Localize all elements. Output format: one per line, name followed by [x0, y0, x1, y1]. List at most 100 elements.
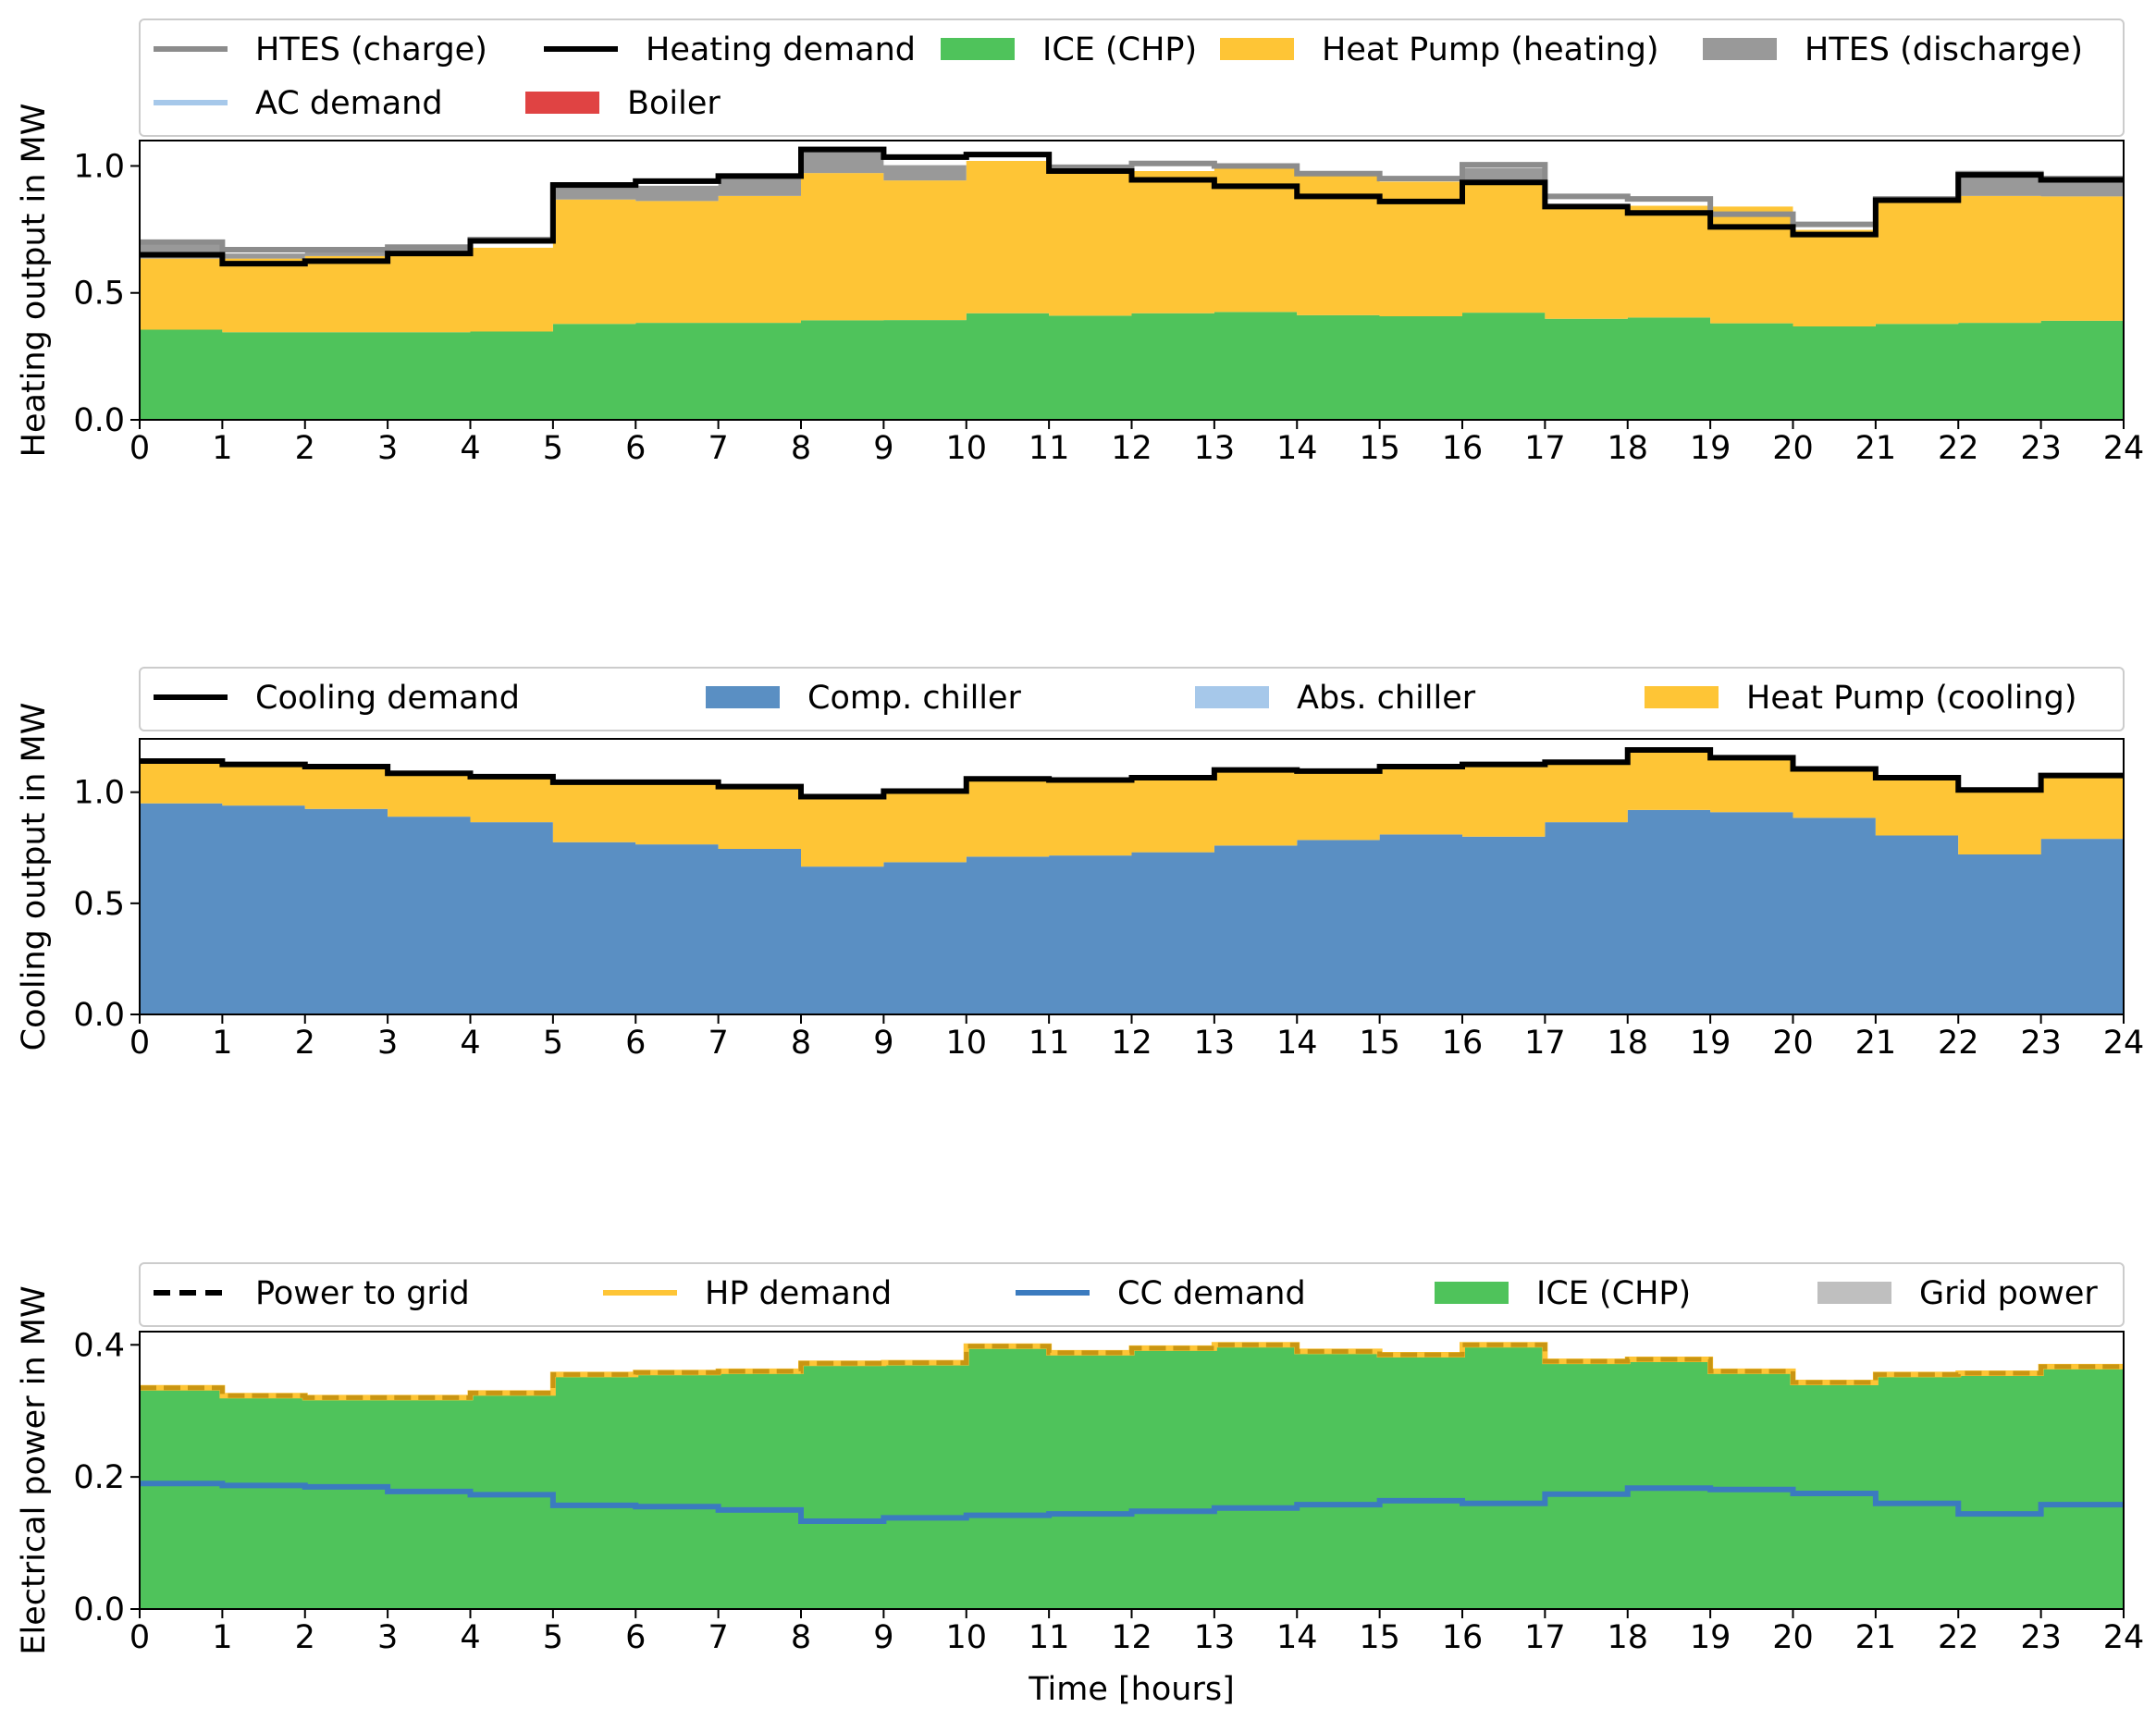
legend-box [139, 667, 2125, 731]
legend-item-cooling-demand: Cooling demand [154, 680, 520, 717]
x-tick-label: 19 [1690, 1025, 1731, 1062]
x-tick-label: 4 [460, 430, 480, 467]
x-tick-label: 16 [1442, 1619, 1484, 1656]
x-tick-label: 3 [377, 430, 398, 467]
legend-item-heat-pump-heating: Heat Pump (heating) [1220, 31, 1659, 68]
legend-swatch [1703, 38, 1777, 60]
x-tick-label: 24 [2103, 430, 2145, 467]
legend-item-power-to-grid: Power to grid [154, 1275, 470, 1312]
legend-label: Grid power [1919, 1275, 2098, 1312]
legend-label: Heat Pump (cooling) [1746, 680, 2077, 717]
x-tick-label: 18 [1607, 1619, 1648, 1656]
y-tick-label: 1.0 [73, 775, 125, 812]
area-comp-chiller [140, 803, 2124, 1014]
x-tick-label: 11 [1029, 1025, 1070, 1062]
x-tick-label: 2 [295, 1619, 315, 1656]
legend: HTES (charge) Heating demand ICE (CHP) Heat… [139, 18, 2125, 137]
x-tick-label: 7 [708, 430, 728, 467]
legend-label: HP demand [705, 1275, 892, 1312]
x-tick-label: 22 [1938, 1025, 1979, 1062]
x-tick-label: 8 [791, 1619, 811, 1656]
x-tick-label: 15 [1359, 430, 1400, 467]
x-tick-label: 11 [1029, 430, 1070, 467]
legend-label: Cooling demand [255, 680, 520, 717]
x-tick-label: 15 [1359, 1025, 1400, 1062]
x-tick-label: 24 [2103, 1025, 2145, 1062]
x-tick-label: 5 [543, 1619, 563, 1656]
x-tick-label: 19 [1690, 1619, 1731, 1656]
x-tick-label: 9 [873, 1619, 893, 1656]
x-tick-label: 10 [945, 430, 987, 467]
legend-label: HTES (charge) [255, 31, 487, 68]
x-tick-label: 3 [377, 1025, 398, 1062]
legend-label: ICE (CHP) [1042, 31, 1197, 68]
legend-label: Heating demand [646, 31, 916, 68]
legend-swatch [1220, 38, 1294, 60]
legend-item-htes-discharge: HTES (discharge) [1703, 31, 2083, 68]
panel-heating: 0 1 2 3 4 5 6 7 8 9 10 11 12 13 14 15 16 17 18 19 20 21 22 23 24… [16, 18, 2145, 467]
area-heat-pump-heating [140, 160, 2124, 333]
x-tick-label: 10 [945, 1619, 987, 1656]
x-tick-label: 14 [1276, 1025, 1318, 1062]
x-tick-label: 11 [1029, 1619, 1070, 1656]
legend-swatch [1817, 1282, 1891, 1304]
x-tick-label: 14 [1276, 430, 1318, 467]
y-axis-label: Heating output in MW [16, 104, 53, 458]
legend-label: Comp. chiller [807, 680, 1022, 717]
panel-electrical: 0 1 2 3 4 5 6 7 8 9 10 11 12 13 14 15 16 17 18 19 20 21 22 23 24… [16, 1262, 2145, 1708]
x-tick-label: 18 [1607, 1025, 1648, 1062]
legend-swatch [706, 686, 780, 708]
x-tick-label: 3 [377, 1619, 398, 1656]
x-tick-label: 16 [1442, 430, 1484, 467]
x-tick-label: 7 [708, 1619, 728, 1656]
legend-swatch [1195, 686, 1269, 708]
legend-item-comp-chiller: Comp. chiller [706, 680, 1022, 717]
y-tick-label: 0.0 [73, 997, 125, 1034]
legend-label: AC demand [255, 85, 443, 122]
x-tick-label: 8 [791, 1025, 811, 1062]
x-tick-label: 7 [708, 1025, 728, 1062]
x-tick-label: 13 [1194, 1619, 1236, 1656]
y-tick-label: 0.5 [73, 276, 125, 313]
legend-swatch [525, 92, 599, 114]
y-tick-label: 0.5 [73, 886, 125, 923]
legend-swatch [1645, 686, 1719, 708]
line-cooling-demand [140, 747, 2124, 800]
y-axis-label: Cooling output in MW [16, 703, 53, 1051]
legend-box [139, 18, 2125, 137]
x-axis-label: Time [hours] [1028, 1671, 1235, 1708]
x-tick-label: 0 [129, 430, 150, 467]
x-tick-label: 22 [1938, 1619, 1979, 1656]
y-tick-label: 0.4 [73, 1327, 125, 1364]
x-tick-label: 8 [791, 430, 811, 467]
x-tick-label: 12 [1111, 430, 1152, 467]
legend-box [139, 1262, 2125, 1327]
x-tick-label: 23 [2020, 430, 2062, 467]
y-tick-label: 0.0 [73, 1591, 125, 1628]
legend-label: CC demand [1117, 1275, 1306, 1312]
x-tick-label: 19 [1690, 430, 1731, 467]
area-ice-chp [140, 1345, 2124, 1609]
x-tick-label: 22 [1938, 430, 1979, 467]
x-tick-label: 18 [1607, 430, 1648, 467]
x-tick-label: 17 [1524, 430, 1566, 467]
legend-label: Power to grid [255, 1275, 470, 1312]
x-tick-label: 23 [2020, 1025, 2062, 1062]
x-tick-label: 1 [212, 430, 232, 467]
x-tick-label: 20 [1772, 430, 1814, 467]
legend-swatch [1435, 1282, 1509, 1304]
y-tick-label: 1.0 [73, 148, 125, 185]
x-tick-label: 20 [1772, 1619, 1814, 1656]
x-tick-label: 0 [129, 1025, 150, 1062]
legend-label: Abs. chiller [1297, 680, 1476, 717]
x-tick-label: 17 [1524, 1025, 1566, 1062]
x-tick-label: 24 [2103, 1619, 2145, 1656]
legend-item-heating-demand: Heating demand [544, 31, 916, 68]
area-heat-pump-cooling [140, 750, 2124, 867]
x-tick-label: 14 [1276, 1619, 1318, 1656]
legend-item-hp-demand: HP demand [603, 1275, 892, 1312]
x-tick-label: 5 [543, 1025, 563, 1062]
x-tick-label: 20 [1772, 1025, 1814, 1062]
area-ice-chp [140, 312, 2124, 420]
legend-item-cc-demand: CC demand [1016, 1275, 1306, 1312]
